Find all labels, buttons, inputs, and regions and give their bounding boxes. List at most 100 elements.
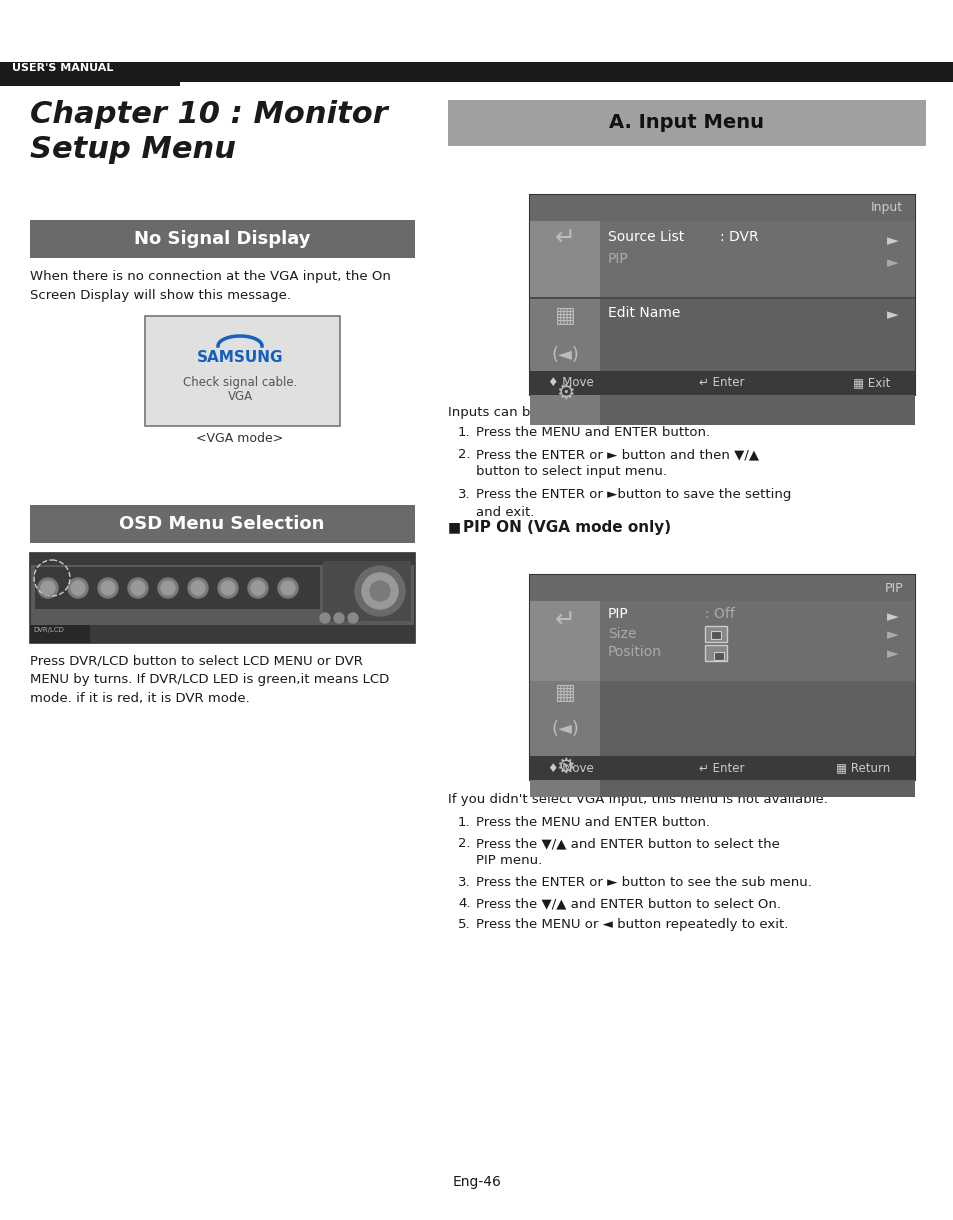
Text: DVR/LCD: DVR/LCD — [33, 627, 64, 633]
Circle shape — [277, 578, 297, 598]
Circle shape — [41, 581, 55, 595]
Bar — [530, 221, 599, 296]
Text: Press the MENU or ◄ button repeatedly to exit.: Press the MENU or ◄ button repeatedly to… — [476, 917, 787, 931]
Bar — [530, 721, 599, 759]
Text: 1.: 1. — [457, 426, 470, 439]
Text: Eng-46: Eng-46 — [452, 1175, 501, 1190]
Circle shape — [248, 578, 268, 598]
Text: PIP: PIP — [883, 582, 902, 594]
Circle shape — [361, 573, 397, 609]
Bar — [599, 601, 914, 681]
Text: ►: ► — [886, 610, 898, 625]
Text: 5.: 5. — [457, 917, 470, 931]
Circle shape — [68, 578, 88, 598]
Circle shape — [218, 578, 237, 598]
Text: PIP: PIP — [607, 608, 628, 621]
Circle shape — [281, 581, 294, 595]
Circle shape — [101, 581, 115, 595]
Bar — [530, 601, 599, 681]
Text: PIP ON (VGA mode only): PIP ON (VGA mode only) — [462, 520, 670, 536]
Bar — [35, 567, 319, 609]
Bar — [30, 553, 415, 643]
Circle shape — [355, 566, 405, 616]
Circle shape — [251, 581, 265, 595]
Text: Chapter 10 : Monitor
Setup Menu: Chapter 10 : Monitor Setup Menu — [30, 100, 387, 163]
Text: ↵: ↵ — [554, 227, 575, 251]
Text: ↵ Enter: ↵ Enter — [699, 761, 744, 775]
Text: Press the ENTER or ► button to see the sub menu.: Press the ENTER or ► button to see the s… — [476, 876, 811, 889]
Text: USER'S MANUAL: USER'S MANUAL — [12, 63, 113, 73]
Circle shape — [370, 581, 390, 601]
Bar — [323, 561, 411, 621]
Bar — [180, 66, 953, 82]
Bar — [599, 721, 914, 759]
Text: Press the ▼/▲ and ENTER button to select On.: Press the ▼/▲ and ENTER button to select… — [476, 897, 781, 910]
Circle shape — [221, 581, 234, 595]
Bar — [704, 626, 726, 642]
Bar — [599, 386, 914, 425]
Text: : DVR: : DVR — [720, 231, 758, 244]
Text: Check signal cable.: Check signal cable. — [183, 376, 297, 389]
Text: ⚙: ⚙ — [555, 383, 574, 403]
Circle shape — [188, 578, 208, 598]
Text: 2.: 2. — [457, 448, 470, 461]
Bar — [530, 759, 599, 797]
Bar — [530, 575, 914, 601]
Bar — [0, 62, 953, 66]
Text: Position: Position — [607, 645, 661, 659]
Circle shape — [191, 581, 205, 595]
Text: (◄): (◄) — [551, 346, 578, 364]
Bar — [530, 371, 914, 395]
Text: Press the ENTER or ► button and then ▼/▲
button to select input menu.: Press the ENTER or ► button and then ▼/▲… — [476, 448, 759, 478]
Bar — [530, 681, 599, 721]
Text: Inputs can be set to VGA mode.: Inputs can be set to VGA mode. — [448, 406, 659, 418]
Circle shape — [38, 578, 58, 598]
Text: No Signal Display: No Signal Display — [133, 231, 310, 248]
Text: <VGA mode>: <VGA mode> — [196, 432, 283, 445]
Text: A. Input Menu: A. Input Menu — [609, 113, 763, 133]
Text: Press DVR/LCD button to select LCD MENU or DVR
MENU by turns. If DVR/LCD LED is : Press DVR/LCD button to select LCD MENU … — [30, 655, 389, 705]
Text: Press the ▼/▲ and ENTER button to select the
PIP menu.: Press the ▼/▲ and ENTER button to select… — [476, 837, 779, 867]
Text: ⚙: ⚙ — [555, 756, 574, 777]
Text: If you didn't select VGA input, this menu is not available.: If you didn't select VGA input, this men… — [448, 793, 827, 806]
Text: ↵: ↵ — [554, 609, 575, 633]
Bar — [145, 316, 339, 426]
Bar — [530, 756, 914, 780]
Text: ►: ► — [886, 627, 898, 643]
Text: ▦ Return: ▦ Return — [835, 761, 889, 775]
Text: ►: ► — [886, 233, 898, 249]
Text: ►: ► — [886, 647, 898, 661]
Text: ♦ Move: ♦ Move — [547, 377, 593, 389]
Text: Size: Size — [607, 627, 636, 640]
Bar — [30, 625, 415, 643]
Circle shape — [161, 581, 174, 595]
Bar — [599, 299, 914, 343]
Text: ▦: ▦ — [554, 306, 575, 326]
Bar — [30, 553, 415, 565]
Text: 4.: 4. — [457, 897, 470, 910]
Bar — [704, 645, 726, 661]
Bar — [530, 299, 599, 343]
Bar — [30, 625, 90, 643]
Text: OSD Menu Selection: OSD Menu Selection — [119, 515, 324, 533]
Text: Press the MENU and ENTER button.: Press the MENU and ENTER button. — [476, 816, 709, 830]
Text: Input: Input — [870, 201, 902, 215]
Text: ▦: ▦ — [554, 683, 575, 703]
Circle shape — [348, 612, 357, 623]
Text: VGA: VGA — [227, 390, 253, 403]
Bar — [30, 220, 415, 257]
Bar — [713, 651, 723, 660]
Text: SAMSUNG: SAMSUNG — [196, 350, 283, 365]
Bar — [599, 343, 914, 386]
Text: 3.: 3. — [457, 488, 470, 501]
Text: : Off: : Off — [704, 608, 734, 621]
Bar — [599, 221, 914, 296]
Bar — [599, 759, 914, 797]
Bar — [530, 195, 914, 395]
Circle shape — [71, 581, 85, 595]
Bar — [530, 195, 914, 221]
Text: (◄): (◄) — [551, 720, 578, 738]
Bar — [30, 505, 415, 543]
Text: ►: ► — [886, 307, 898, 322]
Text: Press the ENTER or ►button to save the setting
and exit.: Press the ENTER or ►button to save the s… — [476, 488, 791, 518]
